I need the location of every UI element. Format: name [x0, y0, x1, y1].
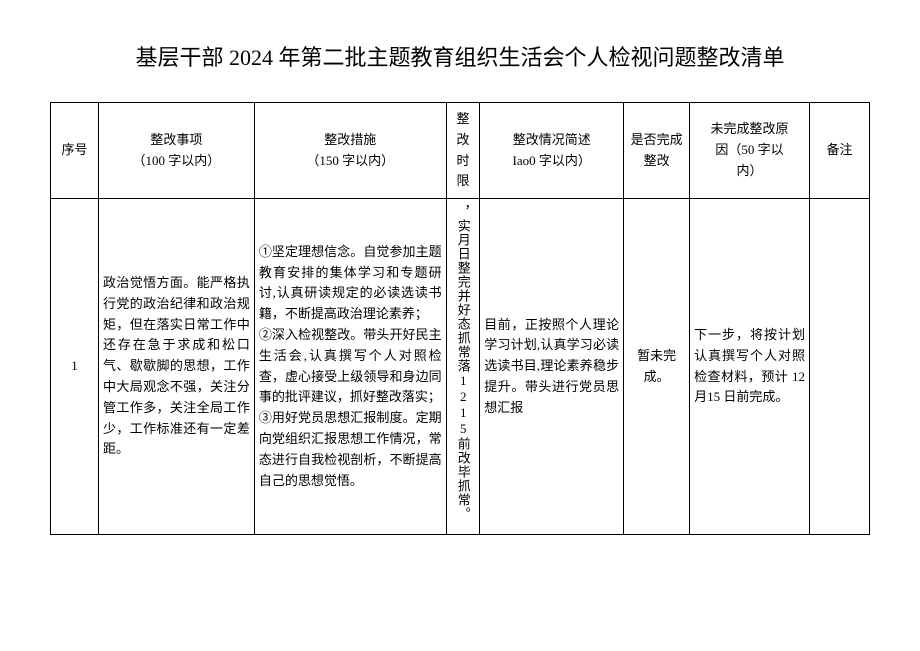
table-row: 1 政治觉悟方面。能严格执行党的政治纪律和政治规矩，但在落实日常工作中还存在急于… [51, 199, 870, 535]
table-header-row: 序号 整改事项（100 字以内） 整改措施（150 字以内） 整改时限 整改情况… [51, 103, 870, 199]
cell-item: 政治觉悟方面。能严格执行党的政治纪律和政治规矩，但在落实日常工作中还存在急于求成… [98, 199, 254, 535]
cell-status-text: 目前，正按照个人理论学习计划,认真学习必读选读书目,理论素养稳步提升。带头进行党… [484, 317, 619, 415]
cell-deadline-text: ，实月日整完并好态抓常落1215前改毕抓常。 [455, 205, 471, 521]
page-title: 基层干部 2024 年第二批主题教育组织生活会个人检视问题整改清单 [50, 40, 870, 72]
col-header-status: 整改情况简述Iao0 字以内） [480, 103, 624, 199]
cell-seq: 1 [51, 199, 99, 535]
cell-reason-text: 下一步，将按计划认真撰写个人对照检查材料，预计 12 月15 日前完成。 [694, 327, 805, 404]
col-header-deadline: 整改时限 [446, 103, 480, 199]
col-header-seq: 序号 [51, 103, 99, 199]
col-header-item: 整改事项（100 字以内） [98, 103, 254, 199]
col-header-reason: 未完成整改原因（50 字以内） [690, 103, 810, 199]
col-header-measure: 整改措施（150 字以内） [254, 103, 446, 199]
cell-complete: 暂未完成。 [624, 199, 690, 535]
cell-deadline: ，实月日整完并好态抓常落1215前改毕抓常。 [446, 199, 480, 535]
cell-measure: ①坚定理想信念。自觉参加主题教育安排的集体学习和专题研讨,认真研读规定的必读选读… [254, 199, 446, 535]
cell-reason: 下一步，将按计划认真撰写个人对照检查材料，预计 12 月15 日前完成。 [690, 199, 810, 535]
col-header-remark: 备注 [809, 103, 869, 199]
rectification-table: 序号 整改事项（100 字以内） 整改措施（150 字以内） 整改时限 整改情况… [50, 102, 870, 535]
cell-status: 目前，正按照个人理论学习计划,认真学习必读选读书目,理论素养稳步提升。带头进行党… [480, 199, 624, 535]
cell-remark [809, 199, 869, 535]
col-header-complete: 是否完成整改 [624, 103, 690, 199]
